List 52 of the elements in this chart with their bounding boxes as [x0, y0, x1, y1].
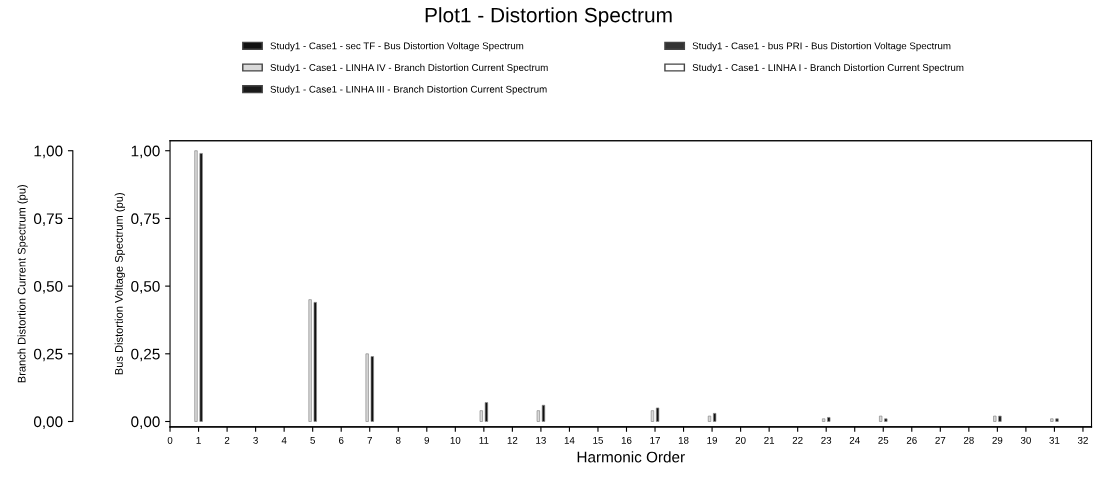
legend-label: Study1 - Case1 - LINHA III - Branch Distortion Current Spectrum — [270, 85, 547, 95]
x-tick-label: 24 — [849, 436, 860, 444]
x-tick-label: 12 — [507, 436, 518, 444]
x-tick-label: 14 — [564, 436, 575, 444]
legend-label: Study1 - Case1 - bus PRI - Bus Distortion Voltage Spectrum — [692, 42, 951, 52]
y2-axis-title: Bus Distortion Voltage Spectrum (pu) — [114, 193, 126, 375]
chart-title: Plot1 - Distortion Spectrum — [425, 7, 672, 27]
x-tick-label: 17 — [650, 436, 660, 444]
legend-label: Study1 - Case1 - sec TF - Bus Distortion Voltage Spectrum — [270, 42, 524, 52]
y-tick-label: 0,50 — [33, 280, 63, 294]
y-tick-label: 1,00 — [34, 145, 63, 159]
y2-tick-label: 0,50 — [131, 280, 160, 294]
y-tick-label: 0,00 — [33, 416, 63, 429]
legend-label: Study1 - Case1 - LINHA I - Branch Distortion Current Spectrum — [692, 63, 964, 73]
x-tick-label: 3 — [253, 436, 258, 444]
x-tick-label: 4 — [281, 436, 287, 444]
x-tick-label: 22 — [792, 436, 803, 444]
y2-tick-label: 0,75 — [131, 213, 160, 226]
x-tick-label: 29 — [992, 436, 1003, 444]
y-tick-label: 0,75 — [33, 213, 63, 226]
x-tick-label: 26 — [906, 436, 917, 444]
y2-tick-label: 0,25 — [131, 348, 160, 362]
x-tick-label: 1 — [196, 436, 201, 444]
x-tick-label: 25 — [878, 436, 889, 444]
x-tick-label: 2 — [224, 436, 230, 444]
x-tick-label: 30 — [1020, 436, 1031, 444]
x-tick-label: 20 — [735, 436, 746, 444]
y2-tick-label: 0,00 — [131, 416, 160, 429]
y2-tick-label: 1,00 — [131, 145, 160, 159]
x-tick-label: 0 — [167, 436, 173, 444]
legend-label: Study1 - Case1 - LINHA IV - Branch Distortion Current Spectrum — [270, 63, 548, 73]
x-tick-label: 27 — [935, 436, 946, 444]
x-tick-label: 23 — [821, 436, 832, 444]
x-tick-label: 18 — [678, 436, 689, 444]
x-tick-label: 19 — [707, 436, 718, 444]
x-tick-label: 31 — [1049, 436, 1060, 444]
x-tick-label: 21 — [764, 436, 775, 444]
x-axis-title: Harmonic Order — [577, 451, 685, 463]
y-axis-title: Branch Distortion Current Spectrum (pu) — [17, 185, 28, 383]
x-tick-label: 11 — [479, 436, 489, 444]
x-tick-label: 10 — [450, 436, 461, 444]
x-tick-label: 32 — [1077, 436, 1088, 444]
x-tick-label: 16 — [621, 436, 632, 444]
x-tick-label: 15 — [593, 436, 603, 444]
x-tick-label: 5 — [310, 436, 315, 444]
x-tick-label: 13 — [536, 436, 546, 444]
x-tick-label: 8 — [395, 436, 401, 444]
x-tick-label: 28 — [963, 436, 974, 444]
x-tick-label: 6 — [339, 436, 344, 444]
x-tick-label: 9 — [424, 436, 430, 444]
y-tick-label: 0,25 — [33, 348, 63, 362]
x-tick-label: 7 — [367, 436, 372, 444]
